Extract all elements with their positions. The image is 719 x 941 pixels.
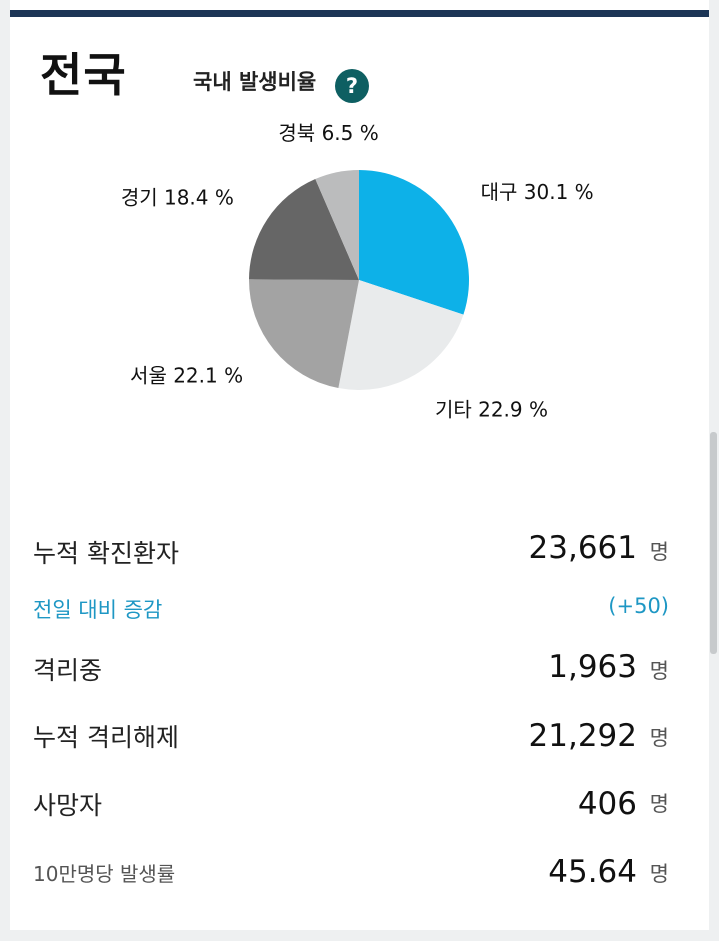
pie-label-2: 서울 22.1 % — [130, 363, 243, 387]
deaths-row: 사망자 406 명 — [33, 784, 669, 828]
confirmed-label: 누적 확진환자 — [33, 539, 179, 568]
deaths-unit: 명 — [649, 792, 669, 816]
pie-slice-3 — [249, 179, 359, 280]
isolated-unit: 명 — [649, 659, 669, 683]
per100k-value: 45.64 — [548, 854, 637, 890]
top-accent-bar — [10, 10, 709, 17]
pie-label-4: 경북 6.5 % — [278, 121, 378, 145]
per100k-label: 10만명당 발생률 — [33, 862, 176, 886]
isolated-value: 1,963 — [548, 649, 637, 685]
confirmed-row: 누적 확진환자 23,661 명 — [33, 530, 669, 574]
isolated-row: 격리중 1,963 명 — [33, 647, 669, 691]
delta-label: 전일 대비 증감 — [33, 598, 163, 622]
per100k-unit: 명 — [649, 862, 669, 886]
scrollbar-thumb[interactable] — [710, 432, 717, 654]
confirmed-unit: 명 — [649, 540, 669, 564]
pie-slice-0 — [359, 170, 469, 315]
isolated-label: 격리중 — [33, 656, 103, 685]
released-label: 누적 격리해제 — [33, 723, 179, 752]
deaths-label: 사망자 — [33, 791, 103, 820]
confirmed-value: 23,661 — [528, 530, 637, 566]
pie-label-1: 기타 22.9 % — [435, 397, 548, 421]
pie-slice-1 — [338, 280, 464, 390]
delta-value: (+50) — [608, 594, 669, 618]
pie-slice-4 — [315, 170, 359, 280]
released-unit: 명 — [649, 726, 669, 750]
released-row: 누적 격리해제 21,292 명 — [33, 716, 669, 760]
per100k-row: 10만명당 발생률 45.64 명 — [33, 852, 669, 896]
help-icon[interactable]: ? — [335, 69, 369, 103]
released-value: 21,292 — [528, 718, 637, 754]
pie-label-3: 경기 18.4 % — [121, 185, 234, 209]
domestic-ratio-label: 국내 발생비율 — [193, 70, 317, 94]
deaths-value: 406 — [577, 786, 637, 822]
pie-label-0: 대구 30.1 % — [481, 180, 594, 204]
region-stats-card — [10, 0, 709, 930]
region-title: 전국 — [40, 48, 127, 102]
delta-row: 전일 대비 증감 (+50) — [33, 594, 669, 624]
pie-slice-2 — [249, 279, 359, 389]
pie-chart: 대구 30.1 % 기타 22.9 % 서울 22.1 % 경기 18.4 % 경북 6… — [121, 121, 594, 421]
